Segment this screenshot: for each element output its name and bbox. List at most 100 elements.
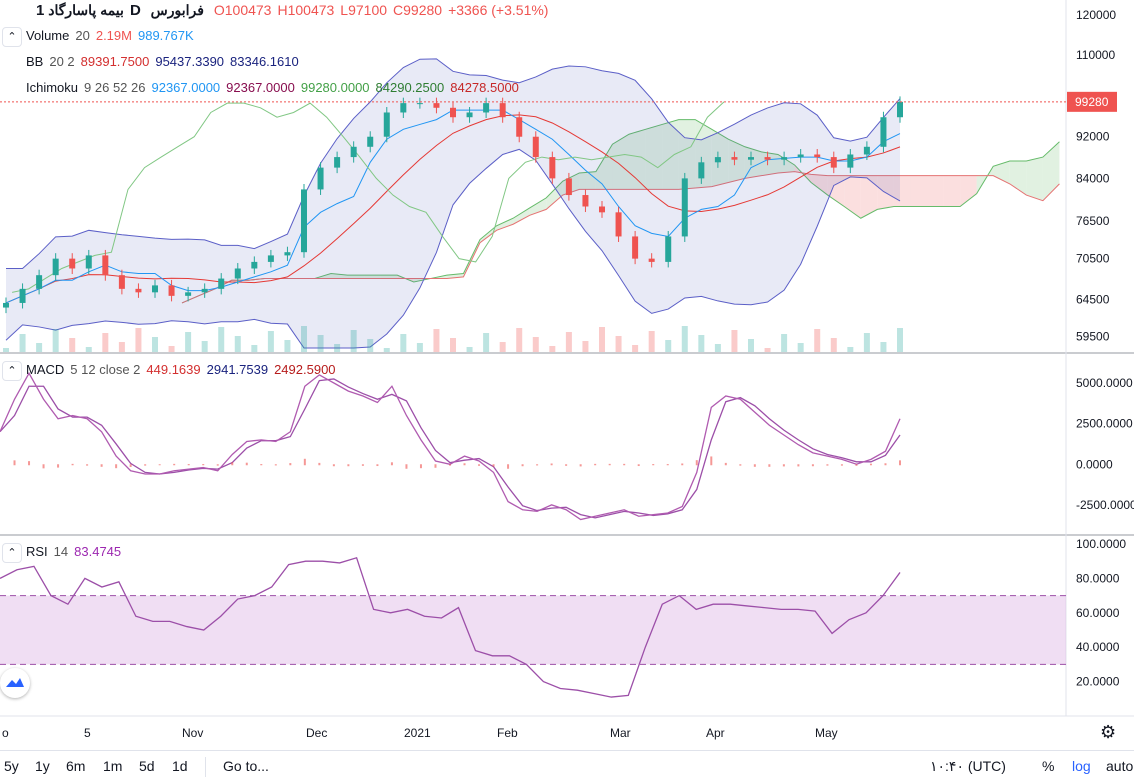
- last-price-badge: [1067, 91, 1117, 112]
- clock-label[interactable]: ۱۰:۴۰ (UTC): [930, 758, 1006, 774]
- candle-body: [847, 154, 854, 168]
- macd-histogram-bar: [202, 464, 205, 466]
- time-axis-label-nov: Nov: [182, 726, 203, 740]
- price-tick-label: 120000: [1076, 8, 1116, 22]
- candle-body: [383, 112, 390, 137]
- volume-value-2: 989.767K: [137, 28, 194, 43]
- macd-histogram-bar: [623, 463, 626, 466]
- interval-label[interactable]: 1D: [36, 2, 141, 19]
- ohlc-close: C99280: [393, 2, 443, 18]
- range-1y[interactable]: 1y: [35, 758, 50, 774]
- macd-histogram-bar: [594, 463, 597, 466]
- macd-histogram-bar: [739, 464, 742, 466]
- macd-tick-label: -2500.0000: [1076, 498, 1134, 512]
- volume-bar: [615, 336, 622, 352]
- rsi-name: RSI: [26, 544, 48, 559]
- macd-histogram-bar: [390, 462, 393, 466]
- macd-histogram-bar: [57, 464, 60, 468]
- range-5d[interactable]: 5d: [139, 758, 155, 774]
- macd-histogram-bar: [536, 464, 539, 466]
- macd-histogram-bar: [899, 460, 901, 466]
- candle-body: [897, 101, 903, 118]
- volume-bar: [317, 335, 324, 352]
- macd-histogram-bar: [652, 464, 655, 466]
- rsi-value: 83.4745: [74, 544, 122, 559]
- range-5y[interactable]: 5y: [4, 758, 19, 774]
- volume-bar: [466, 347, 473, 352]
- range-1m[interactable]: 1m: [103, 758, 123, 774]
- candle-body: [367, 136, 374, 147]
- macd-histogram-bar: [550, 463, 553, 466]
- candle-body: [516, 117, 523, 137]
- macd-histogram-bar: [782, 464, 785, 467]
- chikou-span-line: [12, 101, 725, 293]
- bollinger-basis-line: [5, 114, 901, 304]
- volume-bar: [532, 337, 539, 352]
- macd-tick-label: 5000.0000: [1076, 376, 1133, 390]
- volume-bar: [599, 327, 605, 352]
- macd-histogram-bar: [245, 462, 248, 466]
- volume-params: 20: [75, 28, 90, 43]
- macd-collapse-button[interactable]: ⌃: [2, 361, 22, 381]
- volume-bar: [565, 332, 572, 352]
- macd-histogram-bar: [173, 463, 176, 466]
- candle-body: [830, 157, 837, 168]
- volume-bar: [36, 343, 43, 352]
- candle-body: [201, 288, 208, 293]
- kumo-cloud-segment: [993, 161, 1010, 184]
- tradingview-logo-icon[interactable]: [0, 668, 30, 698]
- candle-body: [185, 292, 192, 296]
- price-change: +3366 (+3.51%): [448, 2, 549, 18]
- bollinger-upper-line: [6, 58, 901, 269]
- macd-histogram-bar: [71, 463, 74, 466]
- macd-histogram-bar: [289, 463, 292, 466]
- macd-histogram-bar: [565, 464, 568, 466]
- volume-bar: [251, 345, 258, 352]
- candle-body: [863, 146, 870, 155]
- price-tick-label: 84000: [1076, 171, 1110, 185]
- volume-bar: [681, 326, 688, 352]
- macd-histogram-bar: [492, 464, 495, 467]
- volume-bar: [334, 344, 341, 352]
- macd-histogram-bar: [608, 463, 611, 466]
- volume-bar: [880, 342, 887, 352]
- candle-body: [532, 136, 539, 158]
- ichimoku-value-4: 84290.2500: [375, 80, 445, 95]
- ohlc-high: H100473: [277, 2, 335, 18]
- macd-histogram-bar: [274, 464, 277, 466]
- macd-histogram-bar: [158, 464, 161, 466]
- log-toggle[interactable]: log: [1072, 758, 1091, 774]
- candle-body: [416, 103, 423, 105]
- macd-histogram-bar: [826, 464, 829, 466]
- candle-body: [152, 285, 158, 293]
- bb-name: BB: [26, 54, 44, 69]
- candle-body: [814, 154, 821, 158]
- candle-body: [168, 285, 175, 296]
- macd-value-1: 449.1639: [146, 362, 201, 377]
- price-tick-label: 64500: [1076, 292, 1110, 306]
- kumo-cloud-segment: [496, 218, 514, 231]
- macd-params: 5 12 close 2: [70, 362, 141, 377]
- settings-gear-icon[interactable]: ⚙: [1100, 722, 1117, 742]
- candle-body: [19, 288, 26, 303]
- goto-button[interactable]: Go to...: [223, 758, 269, 774]
- macd-histogram-bar: [332, 464, 335, 467]
- macd-histogram-bar: [695, 460, 698, 466]
- volume-bar: [582, 341, 589, 352]
- macd-histogram-bar: [318, 462, 321, 466]
- candle-body: [317, 167, 324, 190]
- volume-bar: [284, 340, 291, 352]
- percent-toggle[interactable]: %: [1042, 758, 1055, 774]
- range-1d[interactable]: 1d: [172, 758, 188, 774]
- auto-toggle[interactable]: auto: [1106, 758, 1134, 774]
- macd-histogram-bar: [637, 464, 640, 467]
- rsi-collapse-button[interactable]: ⌃: [2, 543, 22, 563]
- collapse-legend-button[interactable]: ⌃: [2, 27, 22, 47]
- range-6m[interactable]: 6m: [66, 758, 86, 774]
- macd-histogram-bar: [100, 464, 103, 467]
- kumo-cloud-segment: [513, 207, 530, 225]
- candle-body: [85, 255, 92, 269]
- kumo-cloud-segment: [347, 275, 365, 279]
- candle-body: [334, 157, 341, 168]
